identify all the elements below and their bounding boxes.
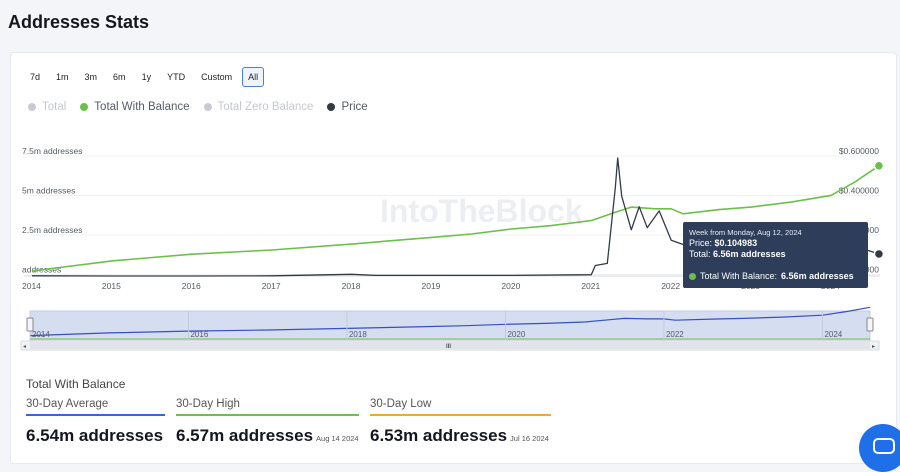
legend-dot-total [28,103,36,111]
tooltip-series-row: Total With Balance: 6.56m addresses [689,271,862,282]
stat-value: 6.53m addresses Jul 16 2024 [370,426,551,446]
range-3m-button[interactable]: 3m [78,67,104,87]
range-7d-button[interactable]: 7d [24,67,47,87]
stats-title: Total With Balance [26,377,126,391]
range-1y-button[interactable]: 1y [135,67,158,87]
stat-underline [176,414,359,416]
range-ytd-button[interactable]: YTD [161,67,192,87]
legend-dot-total-zero-balance [203,103,212,111]
legend-dot-price [327,103,336,111]
stat-underline [26,414,165,416]
stat-value: 6.54m addresses [26,426,165,446]
tooltip-series-dot [689,273,696,280]
stat-label: 30-Day High [176,398,240,410]
stat-value: 6.57m addresses Aug 14 2024 [176,426,359,446]
stat-label: 30-Day Low [370,398,432,410]
tooltip-total-value: 6.56m addresses [713,249,786,259]
range-1m-button[interactable]: 1m [50,67,75,87]
range-custom-button[interactable]: Custom [195,67,239,87]
stat-label: 30-Day Average [26,398,109,410]
time-range-selector: 7d 1m 3m 6m 1y YTD Custom All [24,67,265,87]
legend-item-price[interactable]: Price [327,101,368,113]
tooltip-price-label: Price: [689,238,713,248]
legend-label: Total Zero Balance [217,101,314,113]
legend-label: Total With Balance [94,101,190,113]
stat-30-day-high: 30-Day High 6.57m addresses Aug 14 2024 [176,398,359,446]
legend-label: Price [341,101,368,113]
stat-underline [370,414,551,416]
stat-value-text: 6.57m addresses [176,426,314,445]
legend-item-total-with-balance[interactable]: Total With Balance [80,101,190,113]
stat-date: Jul 16 2024 [510,434,549,443]
stat-30-day-average: 30-Day Average 6.54m addresses [26,398,165,446]
legend-item-total[interactable]: Total [28,101,66,113]
page-title: Addresses Stats [8,12,150,32]
stat-30-day-low: 30-Day Low 6.53m addresses Jul 16 2024 [370,398,551,446]
tooltip-price-row: Price: $0.104983 [689,238,862,249]
legend-dot-total-with-balance [80,103,89,111]
tooltip-total-label: Total: [689,249,711,259]
stat-date: Aug 14 2024 [316,434,359,443]
tooltip-price-value: $0.104983 [714,238,758,248]
tooltip-series-label: Total With Balance: [700,271,778,281]
legend-label: Total [42,101,67,113]
chart-legend: Total Total With Balance Total Zero Bala… [28,101,368,113]
tooltip-series-value: 6.56m addresses [781,271,854,281]
tooltip-total-row: Total: 6.56m addresses [689,249,862,260]
chat-support-button[interactable] [859,424,900,472]
legend-item-total-zero-balance[interactable]: Total Zero Balance [203,101,314,113]
stat-value-text: 6.53m addresses [370,426,508,445]
range-6m-button[interactable]: 6m [107,67,132,87]
chart-tooltip: Week from Monday, Aug 12, 2024 Price: $0… [683,222,868,288]
tooltip-week: Week from Monday, Aug 12, 2024 [689,228,802,237]
range-all-button[interactable]: All [242,67,265,87]
stat-value-text: 6.54m addresses [26,426,164,445]
